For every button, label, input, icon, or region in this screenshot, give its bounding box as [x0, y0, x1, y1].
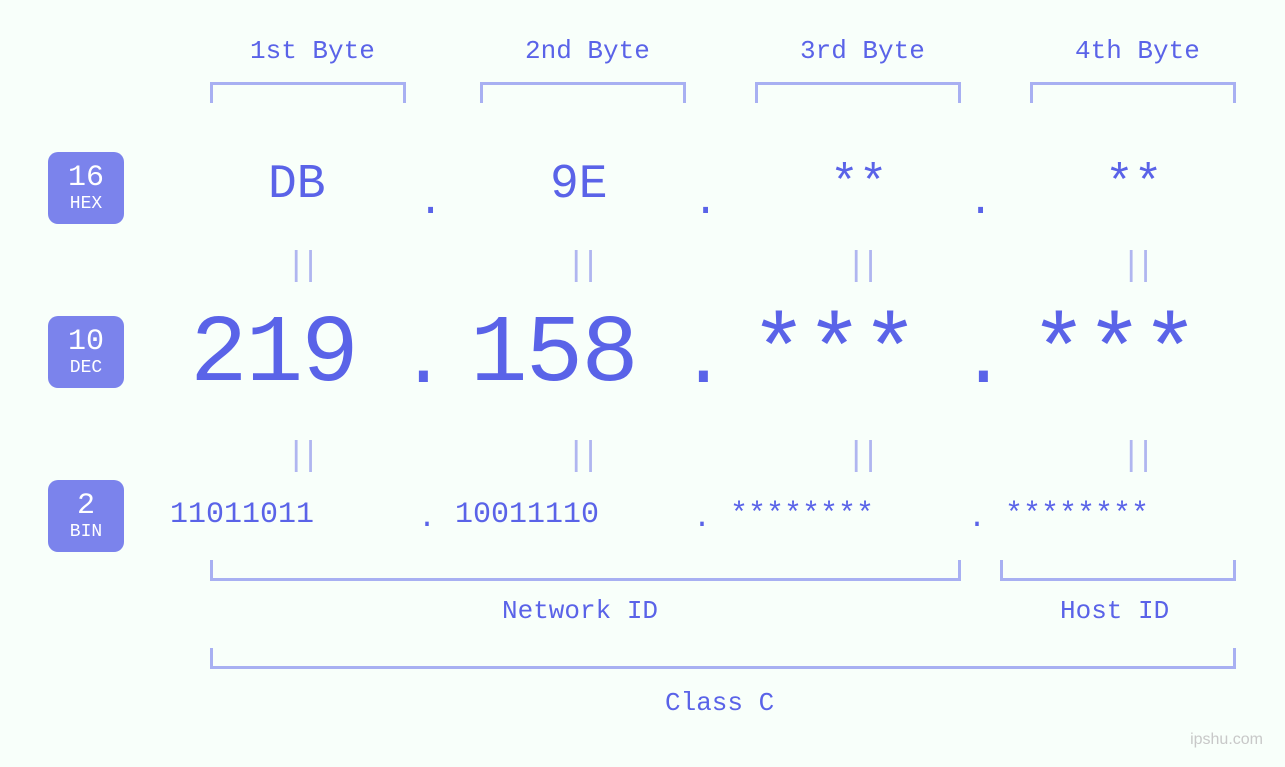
dec-byte-3: ***	[750, 300, 917, 409]
hex-dot-1: .	[418, 178, 443, 226]
hex-byte-2: 9E	[550, 158, 608, 212]
bracket-host-id	[1000, 560, 1236, 581]
bracket-network-id	[210, 560, 961, 581]
bin-dot-3: .	[968, 502, 986, 536]
byte-header-3: 3rd Byte	[800, 36, 925, 66]
hex-byte-4: **	[1105, 158, 1163, 212]
label-network-id: Network ID	[502, 596, 658, 626]
hex-byte-1: DB	[268, 158, 326, 212]
badge-hex-num: 16	[68, 163, 104, 193]
hex-dot-2: .	[693, 178, 718, 226]
dec-byte-1: 219	[190, 300, 357, 409]
hex-dot-3: .	[968, 178, 993, 226]
dec-dot-2: .	[680, 318, 727, 406]
badge-bin-label: BIN	[70, 523, 102, 541]
label-host-id: Host ID	[1060, 596, 1169, 626]
dec-byte-4: ***	[1030, 300, 1197, 409]
badge-hex: 16 HEX	[48, 152, 124, 224]
bin-byte-3: ********	[730, 498, 874, 532]
badge-dec-num: 10	[68, 327, 104, 357]
eq-2-3: ||	[846, 438, 875, 476]
bin-byte-1: 11011011	[170, 498, 314, 532]
top-bracket-1	[210, 82, 406, 103]
eq-2-4: ||	[1121, 438, 1150, 476]
eq-1-4: ||	[1121, 248, 1150, 286]
top-bracket-4	[1030, 82, 1236, 103]
eq-2-2: ||	[566, 438, 595, 476]
hex-byte-3: **	[830, 158, 888, 212]
bin-dot-1: .	[418, 502, 436, 536]
eq-1-3: ||	[846, 248, 875, 286]
bracket-class	[210, 648, 1236, 669]
badge-dec: 10 DEC	[48, 316, 124, 388]
top-bracket-3	[755, 82, 961, 103]
badge-bin: 2 BIN	[48, 480, 124, 552]
dec-dot-3: .	[960, 318, 1007, 406]
badge-hex-label: HEX	[70, 195, 102, 213]
watermark: ipshu.com	[1190, 731, 1263, 749]
byte-header-1: 1st Byte	[250, 36, 375, 66]
bin-byte-2: 10011110	[455, 498, 599, 532]
dec-dot-1: .	[400, 318, 447, 406]
eq-1-2: ||	[566, 248, 595, 286]
bin-dot-2: .	[693, 502, 711, 536]
bin-byte-4: ********	[1005, 498, 1149, 532]
badge-dec-label: DEC	[70, 359, 102, 377]
ip-diagram: 1st Byte 2nd Byte 3rd Byte 4th Byte 16 H…	[0, 0, 1285, 767]
label-class: Class C	[665, 688, 774, 718]
byte-header-2: 2nd Byte	[525, 36, 650, 66]
top-bracket-2	[480, 82, 686, 103]
byte-header-4: 4th Byte	[1075, 36, 1200, 66]
eq-1-1: ||	[286, 248, 315, 286]
badge-bin-num: 2	[77, 491, 95, 521]
eq-2-1: ||	[286, 438, 315, 476]
dec-byte-2: 158	[470, 300, 637, 409]
